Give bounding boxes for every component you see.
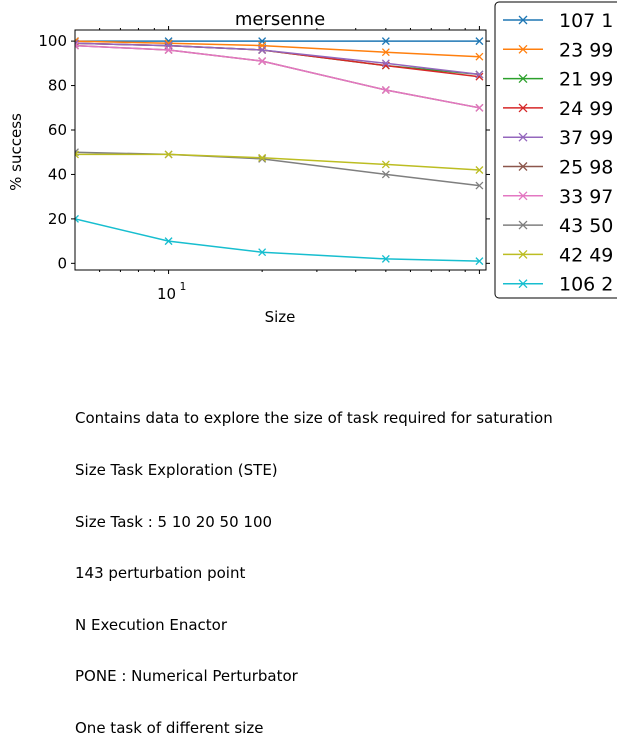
axes: 0 20 40 60 80 100 10 1 bbox=[38, 26, 490, 303]
y-tick-label: 100 bbox=[38, 32, 67, 50]
series-line bbox=[75, 218, 480, 262]
legend-marker bbox=[518, 162, 528, 171]
data-point-marker bbox=[258, 46, 267, 54]
legend-label: 107 1 bbox=[559, 10, 613, 32]
data-point-marker bbox=[475, 103, 484, 112]
data-point-marker bbox=[381, 160, 390, 169]
data-point-marker bbox=[164, 46, 173, 54]
data-point-marker bbox=[258, 153, 267, 162]
legend-marker bbox=[518, 132, 528, 142]
legend-label: 24 99 bbox=[559, 98, 613, 120]
y-axis-label: % success bbox=[7, 113, 25, 191]
data-point-marker bbox=[381, 59, 390, 68]
legend-marker bbox=[518, 74, 528, 84]
data-point-marker bbox=[258, 248, 267, 257]
data-point-marker bbox=[258, 154, 267, 163]
data-point-marker bbox=[381, 86, 390, 94]
legend-marker bbox=[518, 220, 528, 230]
legend-marker bbox=[518, 249, 528, 259]
caption-line: 143 perturbation point bbox=[75, 564, 246, 583]
legend-marker bbox=[518, 191, 528, 201]
data-point-marker bbox=[75, 150, 79, 159]
legend-marker bbox=[518, 279, 528, 289]
legend-label: 33 97 bbox=[559, 186, 613, 208]
legend-label: 106 2 bbox=[559, 274, 613, 296]
legend-label: 42 49 bbox=[559, 244, 613, 266]
y-tick-label: 0 bbox=[57, 254, 67, 272]
data-point-marker bbox=[75, 214, 79, 223]
data-point-marker bbox=[381, 37, 390, 46]
plot-area bbox=[75, 37, 484, 266]
legend-label: 25 98 bbox=[559, 157, 613, 179]
x-tick-label-exponent: 1 bbox=[180, 281, 187, 293]
legend-marker bbox=[518, 44, 528, 54]
caption: Contains data to explore the size of tas… bbox=[75, 376, 553, 754]
data-point-marker bbox=[381, 48, 390, 57]
caption-line: Size Task Exploration (STE) bbox=[75, 461, 278, 480]
data-point-marker bbox=[475, 257, 484, 266]
caption-line: N Execution Enactor bbox=[75, 615, 228, 634]
chart-figure: 0 20 40 60 80 100 10 1 107 1 23 99 21 99 24 99 37 9… bbox=[7, 1, 617, 326]
data-point-marker bbox=[475, 37, 484, 46]
y-tick-label: 60 bbox=[48, 121, 67, 139]
data-point-marker bbox=[164, 150, 173, 159]
data-point-marker bbox=[75, 41, 79, 50]
legend-marker bbox=[518, 15, 528, 25]
legend-label: 43 50 bbox=[559, 215, 613, 237]
legend-label: 21 99 bbox=[559, 69, 613, 91]
y-tick-label: 40 bbox=[48, 165, 67, 183]
caption-line: One task of different size bbox=[75, 719, 264, 738]
legend-label: 23 99 bbox=[559, 39, 613, 61]
data-point-marker bbox=[475, 166, 484, 174]
chart-title: mersenne bbox=[235, 9, 325, 30]
data-point-marker bbox=[475, 52, 484, 61]
data-point-marker bbox=[381, 170, 390, 179]
y-tick-label: 80 bbox=[48, 77, 67, 95]
data-point-marker bbox=[258, 57, 267, 66]
axes-frame bbox=[74, 29, 487, 271]
legend-label: 37 99 bbox=[559, 127, 613, 149]
data-point-marker bbox=[475, 181, 484, 190]
data-point-marker bbox=[164, 237, 173, 246]
axis-labels: mersenne Size % success bbox=[7, 9, 325, 326]
x-tick-label: 10 bbox=[157, 285, 176, 303]
series-line bbox=[75, 151, 480, 187]
caption-line: PONE : Numerical Perturbator bbox=[75, 667, 298, 686]
y-tick-label: 20 bbox=[48, 210, 67, 228]
x-axis-label: Size bbox=[265, 308, 296, 326]
series-line bbox=[75, 153, 480, 171]
legend: 107 1 23 99 21 99 24 99 37 99 25 98 33 97 43 50… bbox=[494, 1, 617, 299]
caption-line: Size Task : 5 10 20 50 100 bbox=[75, 512, 273, 531]
caption-line: Contains data to explore the size of tas… bbox=[75, 409, 553, 428]
series-line bbox=[75, 44, 480, 109]
data-point-marker bbox=[475, 70, 484, 79]
series-line bbox=[75, 44, 480, 109]
legend-marker bbox=[518, 103, 528, 113]
data-point-marker bbox=[381, 254, 390, 263]
